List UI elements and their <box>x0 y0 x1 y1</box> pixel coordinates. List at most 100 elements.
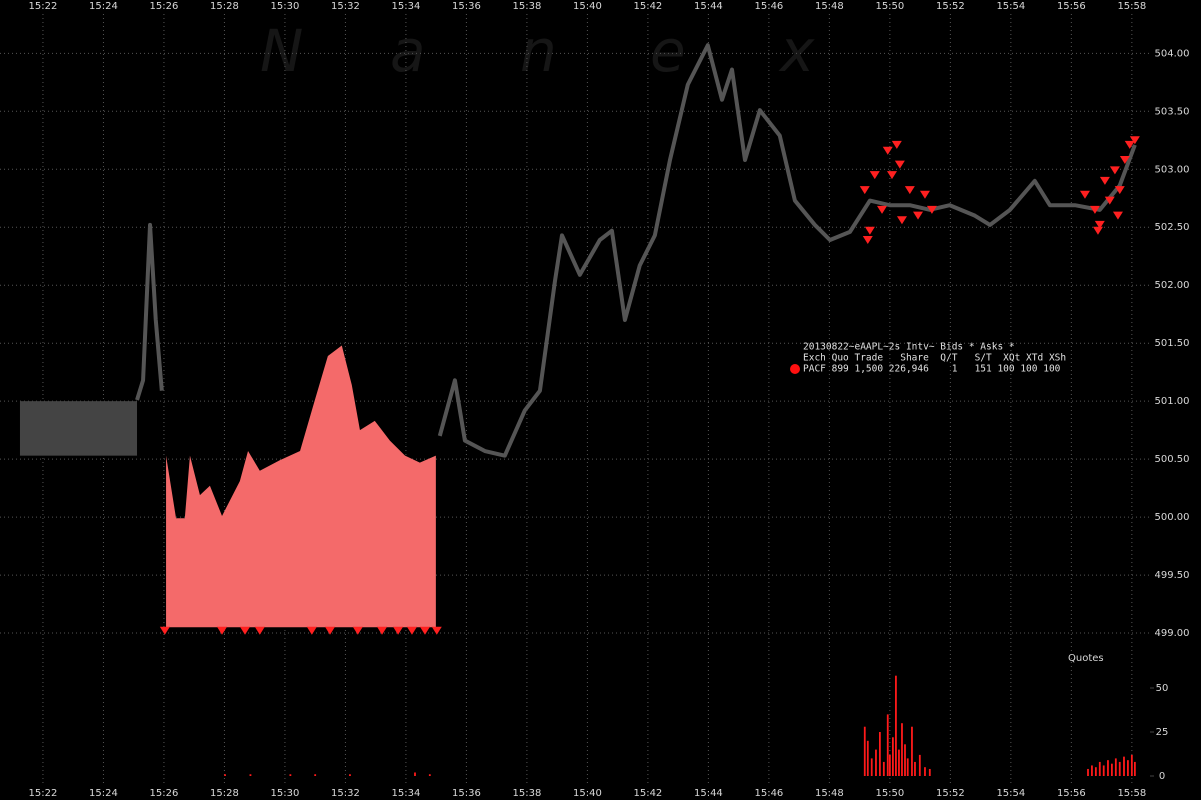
y-tick-label: 500.00 <box>1155 512 1190 523</box>
quote-marker <box>891 140 902 149</box>
quote-marker <box>324 626 335 635</box>
x-tick-label: 15:48 <box>815 1 844 12</box>
x-tick-label: 15:50 <box>875 1 904 12</box>
quote-marker <box>904 186 915 195</box>
quote-bar <box>863 726 866 776</box>
y-tick-label: 501.50 <box>1155 338 1190 349</box>
quote-marker <box>1079 190 1090 199</box>
quote-marker <box>419 626 430 635</box>
x-tick-label: 15:34 <box>392 1 421 12</box>
x-tick-label: 15:54 <box>996 788 1025 799</box>
quote-marker <box>352 626 363 635</box>
quote-bar <box>911 726 913 776</box>
quote-bar <box>888 754 891 776</box>
quote-bar <box>1102 765 1105 776</box>
quote-bar <box>1107 760 1109 776</box>
watermark-letter: N <box>260 17 303 85</box>
x-tick-label: 15:22 <box>29 788 58 799</box>
quote-marker <box>1092 226 1103 235</box>
x-tick-label: 15:52 <box>936 1 965 12</box>
quote-bar <box>866 740 869 776</box>
x-tick-label: 15:24 <box>89 788 118 799</box>
x-tick-label: 15:42 <box>633 788 662 799</box>
quote-marker <box>877 205 888 214</box>
quote-bar <box>349 774 351 776</box>
x-tick-label: 15:22 <box>29 1 58 12</box>
quote-marker <box>159 626 170 635</box>
x-tick-label: 15:58 <box>1117 1 1146 12</box>
quote-bar <box>886 714 889 776</box>
quote-bar <box>875 749 877 776</box>
x-tick-label: 15:28 <box>210 788 239 799</box>
x-tick-label: 15:28 <box>210 1 239 12</box>
x-tick-label: 15:32 <box>331 788 360 799</box>
x-tick-label: 15:52 <box>936 788 965 799</box>
y-tick-label: 501.00 <box>1155 396 1190 407</box>
y-tick-label: 50 <box>1156 683 1169 694</box>
x-tick-label: 15:36 <box>452 1 481 12</box>
quote-bar <box>414 772 416 776</box>
x-tick-label: 15:56 <box>1057 788 1086 799</box>
quote-marker <box>913 211 924 220</box>
quote-marker <box>896 216 907 225</box>
x-tick-label: 15:40 <box>573 1 602 12</box>
x-tick-label: 15:42 <box>633 1 662 12</box>
quote-bar <box>1133 761 1136 776</box>
quote-bar <box>1110 763 1113 776</box>
quote-bar <box>1091 765 1093 776</box>
y-tick-label: 502.00 <box>1155 280 1190 291</box>
panel-label: Quotes <box>1068 653 1104 664</box>
x-tick-label: 15:44 <box>694 1 723 12</box>
quote-bar <box>1127 760 1129 776</box>
x-tick-label: 15:54 <box>996 1 1025 12</box>
y-tick-label: 503.00 <box>1155 164 1190 175</box>
watermark-letter: n <box>520 17 557 85</box>
quote-marker <box>862 236 873 244</box>
quote-marker <box>406 626 417 635</box>
legend-row: PACF 899 1,500 226,946 1 151 100 100 100 <box>803 364 1061 375</box>
quote-marker <box>1114 186 1125 195</box>
x-tick-label: 15:32 <box>331 1 360 12</box>
quote-marker <box>864 226 875 235</box>
quote-marker <box>869 171 880 180</box>
quote-marker <box>1109 166 1120 175</box>
quote-bar <box>1087 768 1089 776</box>
quote-bar <box>906 758 909 776</box>
quote-bar <box>1094 767 1097 776</box>
quote-marker <box>882 146 893 155</box>
quote-marker <box>431 626 442 635</box>
x-tick-label: 15:30 <box>271 1 300 12</box>
quote-bar <box>924 767 926 776</box>
quote-bar <box>895 675 897 776</box>
y-tick-label: 503.50 <box>1155 106 1190 117</box>
x-tick-label: 15:48 <box>815 788 844 799</box>
quote-marker <box>393 626 404 635</box>
quote-bar <box>878 732 881 776</box>
watermark-letter: e <box>650 17 686 85</box>
quote-marker <box>1104 196 1115 205</box>
quote-bar <box>249 774 252 776</box>
quote-bar <box>1098 761 1101 776</box>
quote-bar <box>1114 758 1117 776</box>
price-line <box>437 43 1137 458</box>
x-tick-label: 15:58 <box>1117 788 1146 799</box>
x-tick-label: 15:36 <box>452 788 481 799</box>
quote-bar <box>314 774 317 776</box>
y-tick-label: 499.00 <box>1155 628 1190 639</box>
quote-marker <box>306 626 317 635</box>
quote-bar <box>289 774 292 776</box>
quote-marker <box>1089 205 1100 214</box>
quote-marker <box>859 186 870 195</box>
y-tick-label: 0 <box>1159 771 1165 782</box>
quote-marker <box>926 205 937 214</box>
quote-marker <box>377 626 388 635</box>
quote-bar <box>901 723 903 776</box>
x-tick-label: 15:34 <box>392 788 421 799</box>
quote-bar <box>882 761 885 776</box>
quote-marker <box>217 626 228 635</box>
y-tick-label: 499.50 <box>1155 570 1190 581</box>
quote-bar <box>870 758 873 776</box>
price-box <box>19 401 138 456</box>
watermark-letter: x <box>778 17 815 85</box>
